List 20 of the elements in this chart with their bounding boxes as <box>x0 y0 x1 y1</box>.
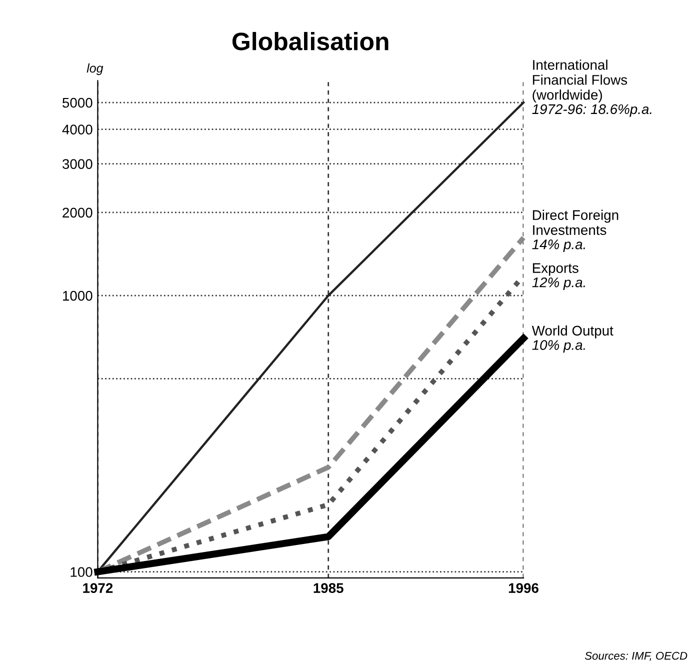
chart-title: Globalisation <box>232 32 388 50</box>
series-label: Exports <box>532 263 578 276</box>
text: 14% p.a. <box>532 240 585 252</box>
y-tick-label: 2000 <box>62 208 92 218</box>
y-tick-label: 5000 <box>62 98 92 108</box>
y-tick-label: 3000 <box>62 159 92 169</box>
y-tick-label: 1000 <box>63 290 92 301</box>
source-note: Sources: IMF, OECD <box>584 652 688 662</box>
x-tick-label: 1996 <box>508 583 538 593</box>
y-tick-label: 4000 <box>62 124 92 134</box>
text: 1972-96: 18.6%p.a. <box>532 104 652 117</box>
y-tick-label: 100 <box>70 567 92 577</box>
x-tick-label: 1972 <box>83 583 113 593</box>
x-tick-label: 1985 <box>314 583 344 593</box>
series-label: International Financial Flows (worldwide) <box>532 60 628 103</box>
series-label: Direct Foreign Investments <box>532 210 618 235</box>
series-label: World Output <box>532 325 614 338</box>
text: 10% p.a. <box>532 340 585 353</box>
text: 12% p.a. <box>532 277 585 290</box>
y-axis-title: log <box>86 63 104 76</box>
